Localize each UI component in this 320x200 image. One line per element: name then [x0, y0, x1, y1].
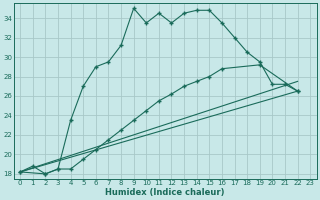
X-axis label: Humidex (Indice chaleur): Humidex (Indice chaleur) [106, 188, 225, 197]
